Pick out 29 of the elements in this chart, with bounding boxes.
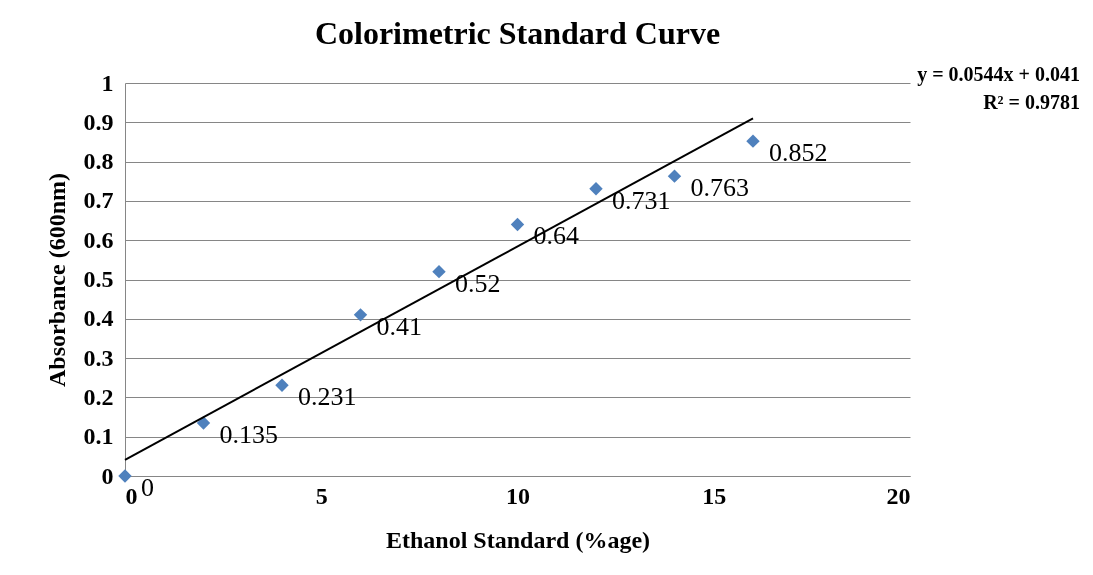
y-tick-label: 1 — [101, 69, 114, 96]
text: y = 0.0544x + 0.041 — [917, 63, 1080, 86]
y-tick-label: 0.3 — [83, 344, 114, 371]
y-tick-label: 0.1 — [83, 423, 114, 450]
x-tick-label: 15 — [702, 482, 727, 509]
chart-title: Colorimetric Standard Curve — [314, 15, 721, 51]
y-tick-label: 0.4 — [83, 305, 114, 332]
data-label: 0.52 — [455, 268, 501, 298]
y-tick-label: 0.7 — [83, 187, 114, 214]
x-tick-label: 20 — [886, 482, 911, 509]
data-label: 0.135 — [219, 419, 278, 449]
x-axis-title: Ethanol Standard (%age) — [385, 526, 651, 553]
y-tick-label: 0 — [101, 462, 114, 489]
y-tick-label: 0.6 — [83, 226, 114, 253]
x-tick-label: 5 — [315, 482, 328, 509]
data-label: 0.852 — [769, 138, 828, 168]
text: R² = 0.9781 — [983, 91, 1080, 113]
y-tick-label: 0.2 — [83, 383, 114, 410]
data-label: 0.731 — [612, 185, 671, 215]
data-label: 0.231 — [298, 382, 357, 412]
y-axis-title: Absorbance (600nm) — [43, 173, 70, 387]
x-tick-label: 0 — [125, 482, 138, 509]
y-tick-label: 0.9 — [83, 108, 114, 135]
x-tick-label: 10 — [506, 482, 530, 509]
data-label: 0.763 — [690, 173, 749, 203]
y-tick-label: 0.5 — [83, 266, 114, 292]
y-tick-label: 0.8 — [83, 148, 114, 175]
data-label: 0.41 — [376, 311, 422, 341]
data-label: 0.64 — [533, 221, 579, 251]
